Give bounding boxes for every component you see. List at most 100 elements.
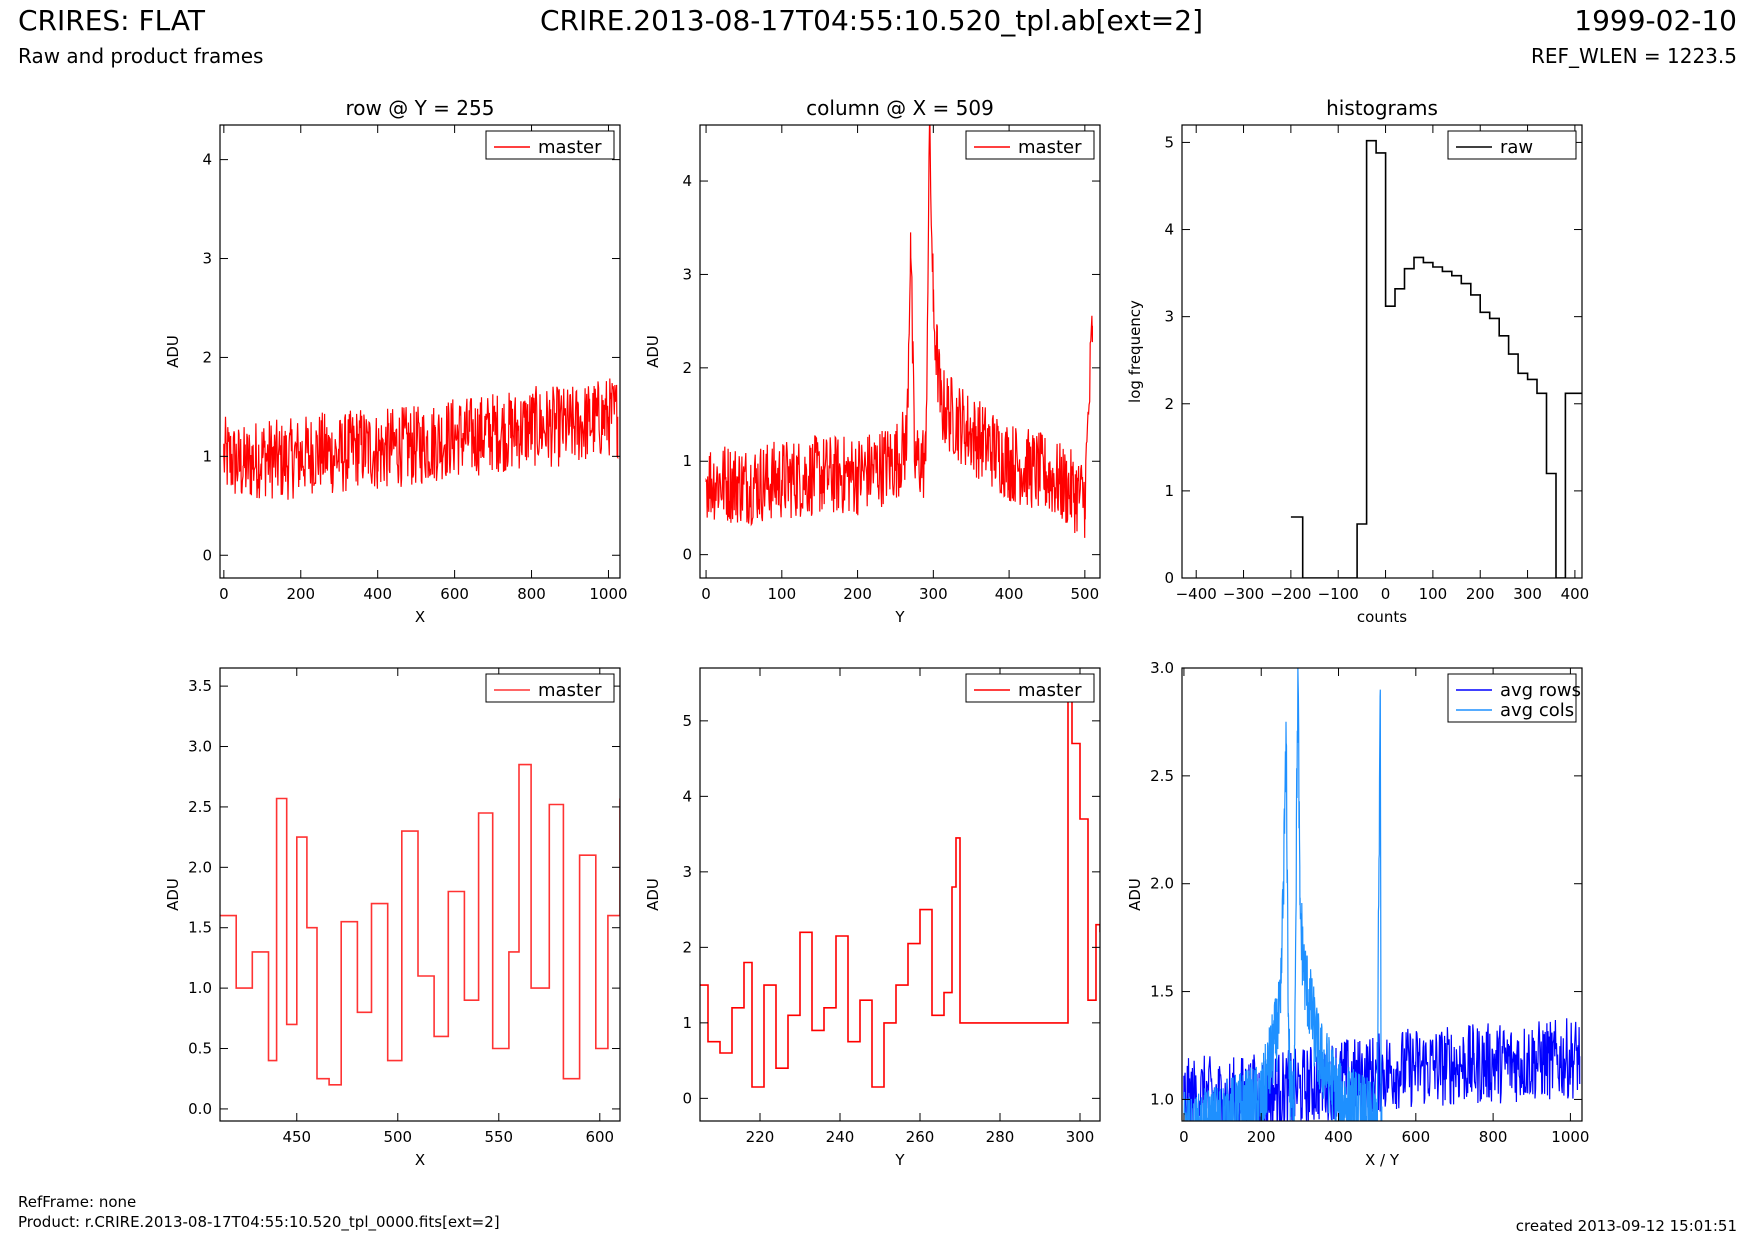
- legend-box: [965, 130, 1095, 160]
- series-line-master: [700, 674, 1100, 1088]
- x-tick-label: 800: [1479, 1128, 1508, 1146]
- series-group: [1290, 139, 1582, 578]
- legend-label: master: [1018, 137, 1082, 158]
- observation-date: 1999-02-10: [1574, 4, 1737, 37]
- plot-frame: [1181, 667, 1583, 1122]
- y-tick-label: 0: [682, 1089, 692, 1107]
- y-tick-label: 2: [682, 359, 692, 377]
- series-line-master: [705, 125, 1093, 538]
- legend-label: avg cols: [1500, 700, 1574, 721]
- chart-title: column @ X = 509: [806, 96, 994, 120]
- legend-label: raw: [1500, 137, 1533, 158]
- x-tick-label: 400: [1324, 1128, 1353, 1146]
- y-tick-label: 0.5: [188, 1040, 212, 1058]
- x-axis-label: X: [415, 608, 425, 626]
- plot-frame: [699, 667, 1101, 1122]
- x-tick-label: 1000: [1551, 1128, 1589, 1146]
- x-tick-label: 100: [767, 585, 796, 603]
- x-tick-label: 280: [986, 1128, 1015, 1146]
- x-tick-label: 300: [1066, 1128, 1095, 1146]
- created-note: created 2013-09-12 15:01:51: [1515, 1217, 1737, 1235]
- series-line-master: [223, 378, 619, 500]
- plot-frame: [219, 667, 621, 1122]
- x-tick-label: 550: [484, 1128, 513, 1146]
- y-tick-label: 5: [682, 712, 692, 730]
- y-tick-label: 3.0: [1150, 659, 1174, 677]
- x-axis-label: counts: [1357, 608, 1407, 626]
- legend-box: [485, 673, 615, 703]
- x-axis-label: X: [415, 1151, 425, 1169]
- y-axis-label: ADU: [644, 335, 662, 368]
- series-group: [220, 763, 620, 1086]
- plot-frame: [1181, 124, 1583, 579]
- x-tick-label: −400: [1176, 585, 1217, 603]
- y-tick-label: 1.5: [188, 919, 212, 937]
- x-tick-label: 600: [585, 1128, 614, 1146]
- x-tick-label: 100: [1419, 585, 1448, 603]
- legend-label: master: [1018, 680, 1082, 701]
- x-tick-label: 1000: [589, 585, 627, 603]
- legend-label: master: [538, 680, 602, 701]
- x-tick-label: 300: [919, 585, 948, 603]
- y-tick-label: 3.5: [188, 677, 212, 695]
- x-tick-label: 0: [1179, 1128, 1189, 1146]
- x-tick-label: −300: [1223, 585, 1264, 603]
- series-line-master: [220, 763, 620, 1086]
- y-tick-label: 1.5: [1150, 983, 1174, 1001]
- y-tick-label: 0: [202, 546, 212, 564]
- plot-frame: [219, 124, 621, 579]
- y-tick-label: 2.0: [1150, 875, 1174, 893]
- legend-box: [1447, 673, 1577, 723]
- y-tick-label: 3.0: [188, 738, 212, 756]
- chart-p2: 0 100 200 300 400 500 0 1 2 3 4 column @ X = 509 Y AD…: [644, 96, 1101, 626]
- y-axis-label: ADU: [164, 335, 182, 368]
- chart-p3: −400 −300 −200 −100 0 100 200 300 400 0 1 2 3 4 5 histo…: [1126, 96, 1589, 626]
- y-tick-label: 1: [202, 447, 212, 465]
- y-tick-label: 0: [1164, 569, 1174, 587]
- figure-title: CRIRES: FLAT: [18, 4, 205, 37]
- x-tick-label: 450: [282, 1128, 311, 1146]
- x-tick-label: 800: [517, 585, 546, 603]
- y-axis-label: ADU: [644, 878, 662, 911]
- y-tick-label: 2: [682, 938, 692, 956]
- y-tick-label: 1.0: [188, 979, 212, 997]
- series-line-raw: [1290, 139, 1582, 578]
- x-tick-label: 300: [1513, 585, 1542, 603]
- x-tick-label: 0: [1381, 585, 1391, 603]
- chart-title: row @ Y = 255: [346, 96, 495, 120]
- plot-frame: [699, 124, 1101, 579]
- y-axis-label: log frequency: [1126, 300, 1144, 403]
- legend-box: [485, 130, 615, 160]
- chart-p1: 0 200 400 600 800 1000 0 1 2 3 4 row @ Y = 255 X ADU m…: [164, 96, 628, 626]
- y-tick-label: 3: [202, 250, 212, 268]
- legend-box: [1447, 130, 1577, 160]
- x-axis-label: Y: [894, 1151, 905, 1169]
- legend-label: master: [538, 137, 602, 158]
- x-tick-label: 200: [843, 585, 872, 603]
- x-tick-label: 500: [383, 1128, 412, 1146]
- x-tick-label: 240: [826, 1128, 855, 1146]
- legend-label: avg rows: [1500, 680, 1581, 701]
- y-tick-label: 4: [202, 151, 212, 169]
- x-tick-label: 260: [906, 1128, 935, 1146]
- series-group: [223, 378, 619, 500]
- x-tick-label: −200: [1270, 585, 1311, 603]
- y-tick-label: 4: [682, 787, 692, 805]
- y-tick-label: 0.0: [188, 1100, 212, 1118]
- y-tick-label: 4: [1164, 221, 1174, 239]
- y-axis-label: ADU: [164, 878, 182, 911]
- figure-subtitle: Raw and product frames: [18, 44, 264, 68]
- y-tick-label: 3: [682, 265, 692, 283]
- y-tick-label: 4: [682, 172, 692, 190]
- y-tick-label: 1: [1164, 482, 1174, 500]
- x-tick-label: 600: [440, 585, 469, 603]
- series-group: [700, 674, 1100, 1088]
- x-tick-label: 400: [995, 585, 1024, 603]
- y-tick-label: 1.0: [1150, 1090, 1174, 1108]
- x-tick-label: −100: [1318, 585, 1359, 603]
- y-tick-label: 1: [682, 452, 692, 470]
- chart-p4: 450 500 550 600 0.0 0.5 1.0 1.5 2.0 2.5 3.0 3.5 X ADU…: [164, 667, 621, 1169]
- y-tick-label: 3: [1164, 308, 1174, 326]
- series-group: [705, 125, 1093, 538]
